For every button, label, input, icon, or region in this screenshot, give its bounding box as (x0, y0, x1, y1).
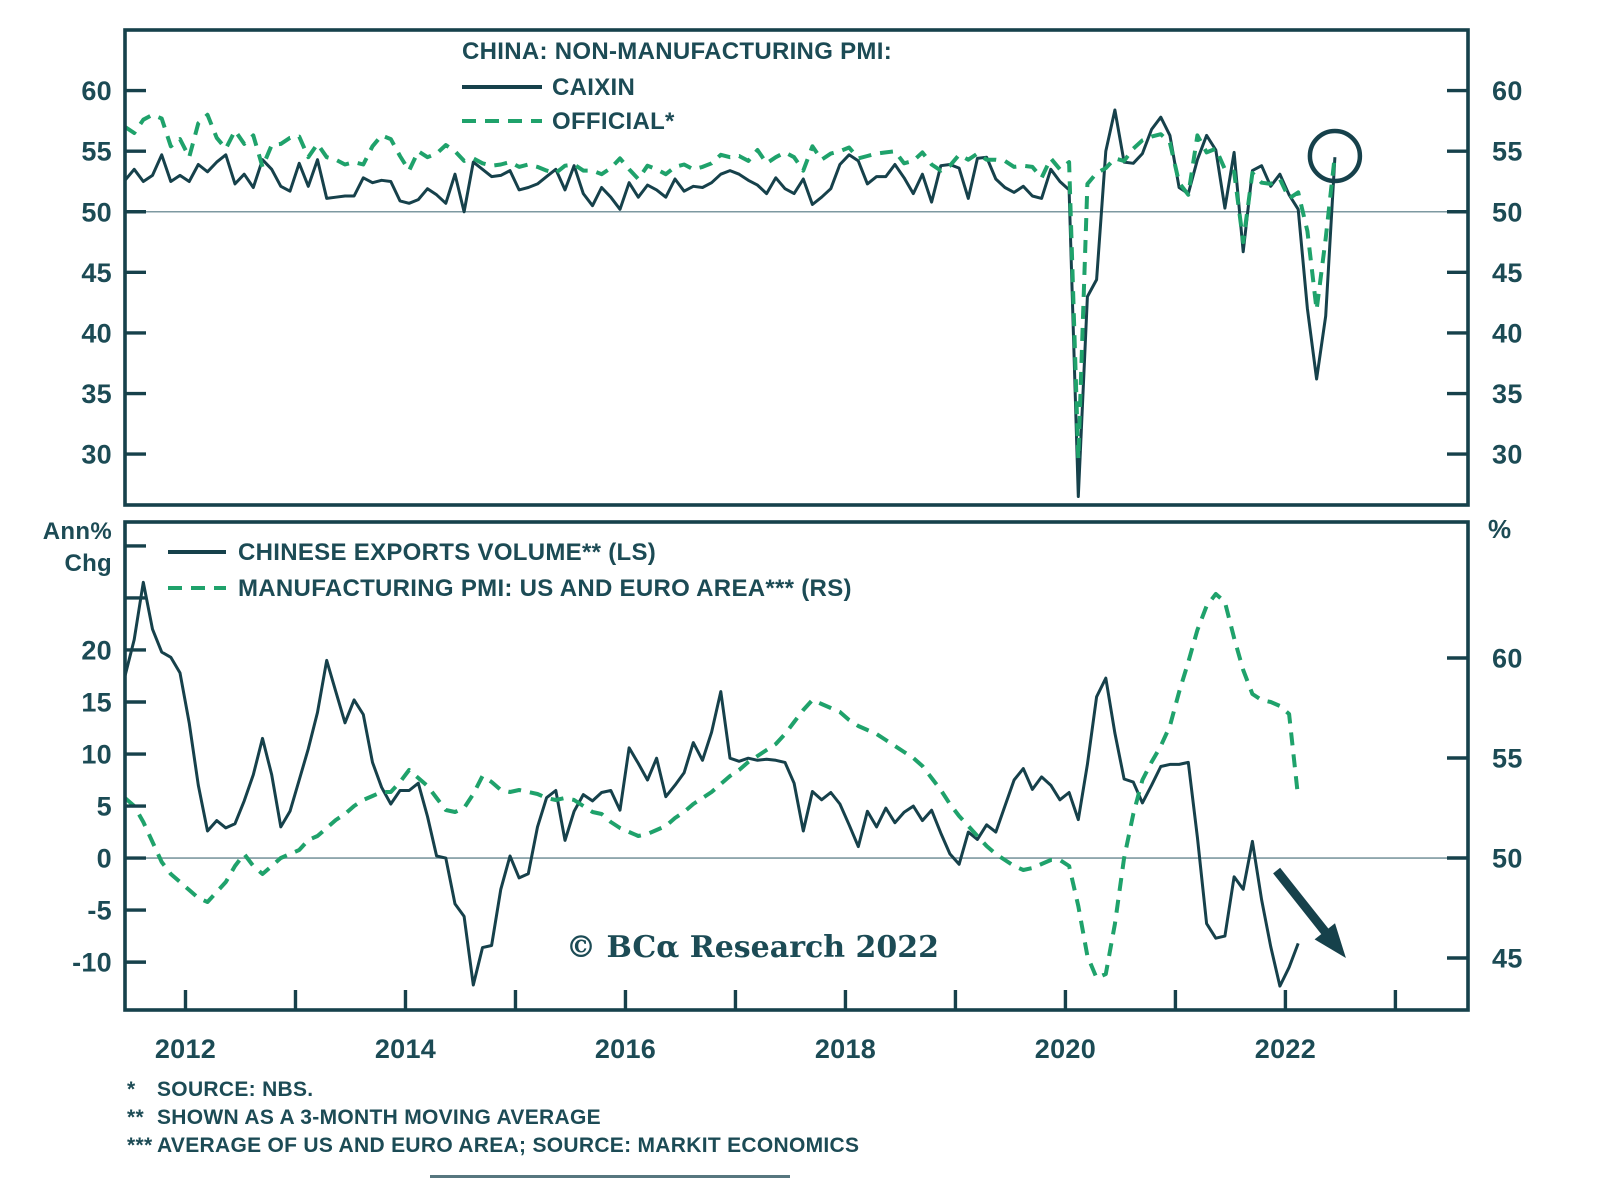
legend-official-label: OFFICIAL* (552, 108, 675, 135)
down-arrow-head-icon (1314, 923, 1346, 958)
y-tick-label: 45 (1492, 944, 1523, 974)
legend-caixin-label: CAIXIN (552, 74, 636, 101)
footnote-marker-1: * (127, 1078, 136, 1101)
y-tick-label: 45 (1492, 258, 1523, 288)
panel-border (123, 520, 1470, 1012)
y-tick-label: 0 (97, 844, 112, 874)
footnote-text-1: SOURCE: NBS. (157, 1078, 314, 1101)
footnote-markit: *** AVERAGE OF US AND EURO AREA; SOURCE: … (127, 1132, 859, 1160)
footnote-moving-average: ** SHOWN AS A 3-MONTH MOVING AVERAGE (127, 1104, 601, 1132)
y-tick-label: 10 (81, 740, 112, 770)
legend-exports-label: CHINESE EXPORTS VOLUME** (LS) (238, 539, 657, 566)
left-axis-unit-label-line2: Chg (64, 550, 112, 577)
left-axis-unit-label-line1: Ann% (42, 518, 112, 545)
y-tick-label: 35 (81, 379, 112, 409)
y-tick-label: 45 (81, 258, 112, 288)
top-panel-title: CHINA: NON-MANUFACTURING PMI: (462, 38, 892, 65)
y-tick-label: 5 (97, 792, 112, 822)
x-tick-label: 2016 (595, 1034, 656, 1064)
x-tick-label: 2022 (1255, 1034, 1316, 1064)
legend-pmi-label: MANUFACTURING PMI: US AND EURO AREA*** (… (238, 575, 852, 602)
y-tick-label: 50 (1492, 844, 1523, 874)
down-arrow-shaft (1273, 867, 1331, 938)
official-line-swatch (462, 119, 542, 123)
y-tick-label: -5 (87, 896, 112, 926)
right-axis-unit-label: % (1488, 514, 1512, 544)
y-tick-label: 60 (1492, 644, 1523, 674)
y-tick-label: 60 (1492, 76, 1523, 106)
footnote-marker-3: *** (127, 1134, 153, 1157)
y-tick-label: 30 (1492, 440, 1523, 470)
x-tick-label: 2012 (155, 1034, 216, 1064)
x-tick-label: 2020 (1035, 1034, 1096, 1064)
series-line-manufacturing-pmi-us-and-euro-area-rs (126, 592, 1301, 980)
footnote-marker-2: ** (127, 1106, 144, 1129)
highlight-circle-annotation (1307, 128, 1363, 184)
x-tick-label: 2014 (375, 1034, 436, 1064)
series-line-official (126, 112, 1337, 461)
y-tick-label: -10 (72, 948, 112, 978)
y-tick-label: 40 (1492, 318, 1523, 348)
footnote-source-nbs: * SOURCE: NBS. (127, 1076, 313, 1104)
y-tick-label: 50 (81, 197, 112, 227)
y-tick-label: 15 (81, 688, 112, 718)
pmi-line-swatch (168, 586, 226, 590)
y-tick-label: 55 (1492, 744, 1523, 774)
y-tick-label: 30 (81, 440, 112, 470)
panel-border (123, 28, 1470, 507)
y-tick-label: 20 (81, 635, 112, 665)
y-tick-label: 60 (81, 76, 112, 106)
bottom-crop-line (430, 1175, 790, 1178)
y-tick-label: 40 (81, 318, 112, 348)
exports-line-swatch (168, 550, 226, 554)
series-line-chinese-exports-volume-ls (126, 580, 1300, 988)
bca-research-watermark: © BCα Research 2022 (566, 930, 940, 965)
series-line-caixin (126, 108, 1337, 498)
footnote-text-3: AVERAGE OF US AND EURO AREA; SOURCE: MAR… (157, 1134, 860, 1157)
y-tick-label: 35 (1492, 379, 1523, 409)
footnote-text-2: SHOWN AS A 3-MONTH MOVING AVERAGE (157, 1106, 601, 1129)
y-tick-label: 55 (1492, 137, 1523, 167)
caixin-line-swatch (462, 85, 542, 89)
y-tick-label: 50 (1492, 197, 1523, 227)
y-tick-label: 55 (81, 137, 112, 167)
x-tick-label: 2018 (815, 1034, 876, 1064)
